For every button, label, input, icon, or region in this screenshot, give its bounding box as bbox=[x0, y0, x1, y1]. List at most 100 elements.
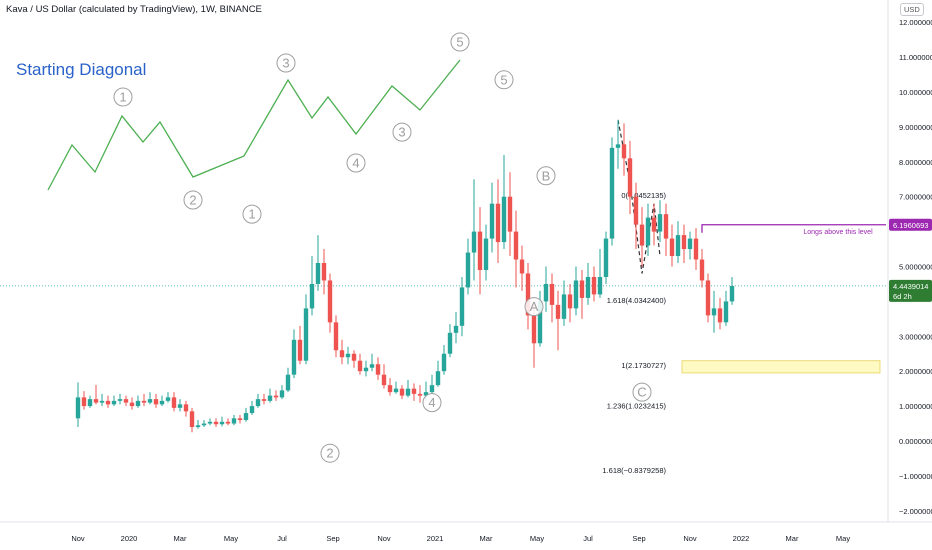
candle-body bbox=[555, 304, 561, 319]
current-price-label: 4.4439014 bbox=[893, 282, 928, 291]
wave-label: 5 bbox=[500, 72, 507, 87]
candle-body bbox=[99, 400, 105, 403]
candle-body bbox=[681, 235, 687, 250]
resistance-line bbox=[701, 224, 886, 233]
candle-body bbox=[201, 423, 207, 426]
fib-level-label: 1.236(1.0232415) bbox=[607, 401, 667, 410]
fib-level-label: 1(2.1730727) bbox=[621, 361, 666, 370]
time-tick-label: Nov bbox=[71, 534, 85, 543]
candle-body bbox=[579, 280, 585, 298]
wave-label: 1 bbox=[248, 207, 255, 222]
candle-body bbox=[117, 399, 123, 401]
candle-body bbox=[591, 276, 597, 295]
fib-level-label: 0(7.0452135) bbox=[621, 191, 666, 200]
time-axis[interactable]: Nov 2020 Mar May Jul Sep Nov 2021 Mar May Jul Sep No… bbox=[71, 534, 850, 543]
time-tick-label: Jul bbox=[583, 534, 593, 543]
candle-body bbox=[237, 418, 243, 421]
candle-body bbox=[369, 364, 375, 368]
wave-label: 3 bbox=[398, 125, 405, 140]
candle-body bbox=[585, 276, 591, 298]
diagram-title: Starting Diagonal bbox=[16, 60, 147, 79]
candle-body bbox=[75, 397, 81, 419]
candle-body bbox=[693, 238, 699, 260]
candle-body bbox=[441, 353, 447, 372]
wave-circle bbox=[242, 204, 262, 224]
candle-body bbox=[171, 397, 177, 408]
candle-body bbox=[675, 235, 681, 257]
candle-body bbox=[309, 283, 315, 309]
candle-body bbox=[549, 283, 555, 305]
target-zone bbox=[681, 360, 881, 374]
starting-diagonal-diagram: 1 2 3 4 5 bbox=[47, 32, 470, 210]
candle-body bbox=[225, 421, 231, 424]
wave-circle bbox=[536, 166, 556, 186]
price-tick-label: −2.0000000 bbox=[899, 507, 932, 516]
price-tick-label: 5.0000000 bbox=[899, 263, 932, 272]
candle-body bbox=[183, 404, 189, 412]
candle-body bbox=[639, 224, 645, 246]
candle-body bbox=[657, 214, 663, 232]
candle-body bbox=[729, 286, 735, 302]
candle-body bbox=[597, 276, 603, 295]
candle-body bbox=[165, 397, 171, 401]
candle-body bbox=[483, 238, 489, 270]
price-tick-label: 12.0000000 bbox=[899, 18, 932, 27]
wave-circle bbox=[422, 393, 442, 413]
candle-body bbox=[411, 388, 417, 394]
price-tick-label: 7.0000000 bbox=[899, 193, 932, 202]
candle-body bbox=[621, 144, 627, 159]
candle-body bbox=[393, 388, 399, 393]
price-tick-label: 10.0000000 bbox=[899, 88, 932, 97]
candles bbox=[75, 119, 735, 433]
candle-body bbox=[633, 196, 639, 225]
price-tick-label: 11.0000000 bbox=[899, 53, 932, 62]
candle-body bbox=[405, 388, 411, 396]
time-tick-label: May bbox=[224, 534, 238, 543]
candle-body bbox=[285, 374, 291, 391]
candle-body bbox=[333, 322, 339, 351]
candle-body bbox=[219, 421, 225, 425]
price-axis[interactable]: 12.0000000 11.0000000 10.0000000 9.0000000 8… bbox=[889, 18, 932, 516]
time-tick-label: Mar bbox=[174, 534, 187, 543]
level-overlays: Longs above this level 0(7.0452135) 1.618(… bbox=[0, 119, 886, 475]
wave-circle bbox=[392, 122, 412, 142]
resistance-note: Longs above this level bbox=[803, 229, 873, 236]
candle-body bbox=[261, 399, 267, 401]
candle-body bbox=[129, 402, 135, 407]
candle-body bbox=[543, 283, 549, 302]
candle-body bbox=[429, 385, 435, 393]
candle-body bbox=[417, 393, 423, 396]
candle-body bbox=[645, 217, 651, 246]
candle-body bbox=[345, 353, 351, 358]
candle-body bbox=[321, 263, 327, 281]
candle-body bbox=[159, 400, 165, 405]
currency-button[interactable]: USD bbox=[900, 3, 924, 16]
wave-circle bbox=[494, 70, 514, 90]
fib-level-label: 1.618(−0.8379258) bbox=[602, 466, 666, 475]
diagram-wave-label: 5 bbox=[456, 35, 463, 50]
candle-body bbox=[717, 308, 723, 323]
time-tick-label: Sep bbox=[632, 534, 645, 543]
chart-title: Kava / US Dollar (calculated by TradingV… bbox=[6, 4, 262, 15]
swing-dashed-line bbox=[617, 119, 661, 274]
diagonal-wave-line bbox=[47, 59, 461, 191]
time-tick-label: Nov bbox=[683, 534, 697, 543]
price-tick-label: 0.0000000 bbox=[899, 437, 932, 446]
diagram-wave-circle bbox=[346, 153, 366, 173]
countdown-label: 6d 2h bbox=[893, 292, 912, 301]
candle-body bbox=[567, 294, 573, 309]
wave-circle bbox=[320, 443, 340, 463]
candle-body bbox=[327, 280, 333, 323]
time-tick-label: May bbox=[836, 534, 850, 543]
candle-body bbox=[177, 404, 183, 408]
candle-body bbox=[81, 397, 87, 407]
candle-body bbox=[669, 238, 675, 257]
candle-body bbox=[231, 418, 237, 424]
candle-body bbox=[87, 399, 93, 407]
candle-body bbox=[609, 147, 615, 239]
candle-body bbox=[627, 158, 633, 197]
candle-body bbox=[399, 388, 405, 396]
time-tick-label: 2020 bbox=[121, 534, 138, 543]
candle-body bbox=[453, 325, 459, 333]
